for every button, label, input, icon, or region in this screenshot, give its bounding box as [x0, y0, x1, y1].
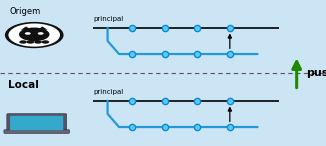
FancyBboxPatch shape — [10, 116, 63, 130]
Circle shape — [34, 40, 42, 44]
Circle shape — [19, 40, 27, 44]
Text: principal: principal — [93, 89, 123, 95]
Text: principal: principal — [93, 16, 123, 22]
Polygon shape — [21, 27, 31, 30]
Circle shape — [5, 22, 64, 48]
FancyBboxPatch shape — [4, 130, 69, 133]
Circle shape — [8, 24, 60, 47]
Text: push: push — [306, 68, 326, 78]
Circle shape — [25, 32, 31, 35]
Circle shape — [27, 40, 34, 44]
Polygon shape — [37, 27, 48, 30]
Circle shape — [42, 40, 49, 44]
FancyBboxPatch shape — [7, 114, 67, 132]
Circle shape — [38, 32, 44, 35]
Text: Local: Local — [8, 80, 39, 89]
Circle shape — [19, 28, 50, 41]
Text: Origem: Origem — [10, 7, 41, 16]
